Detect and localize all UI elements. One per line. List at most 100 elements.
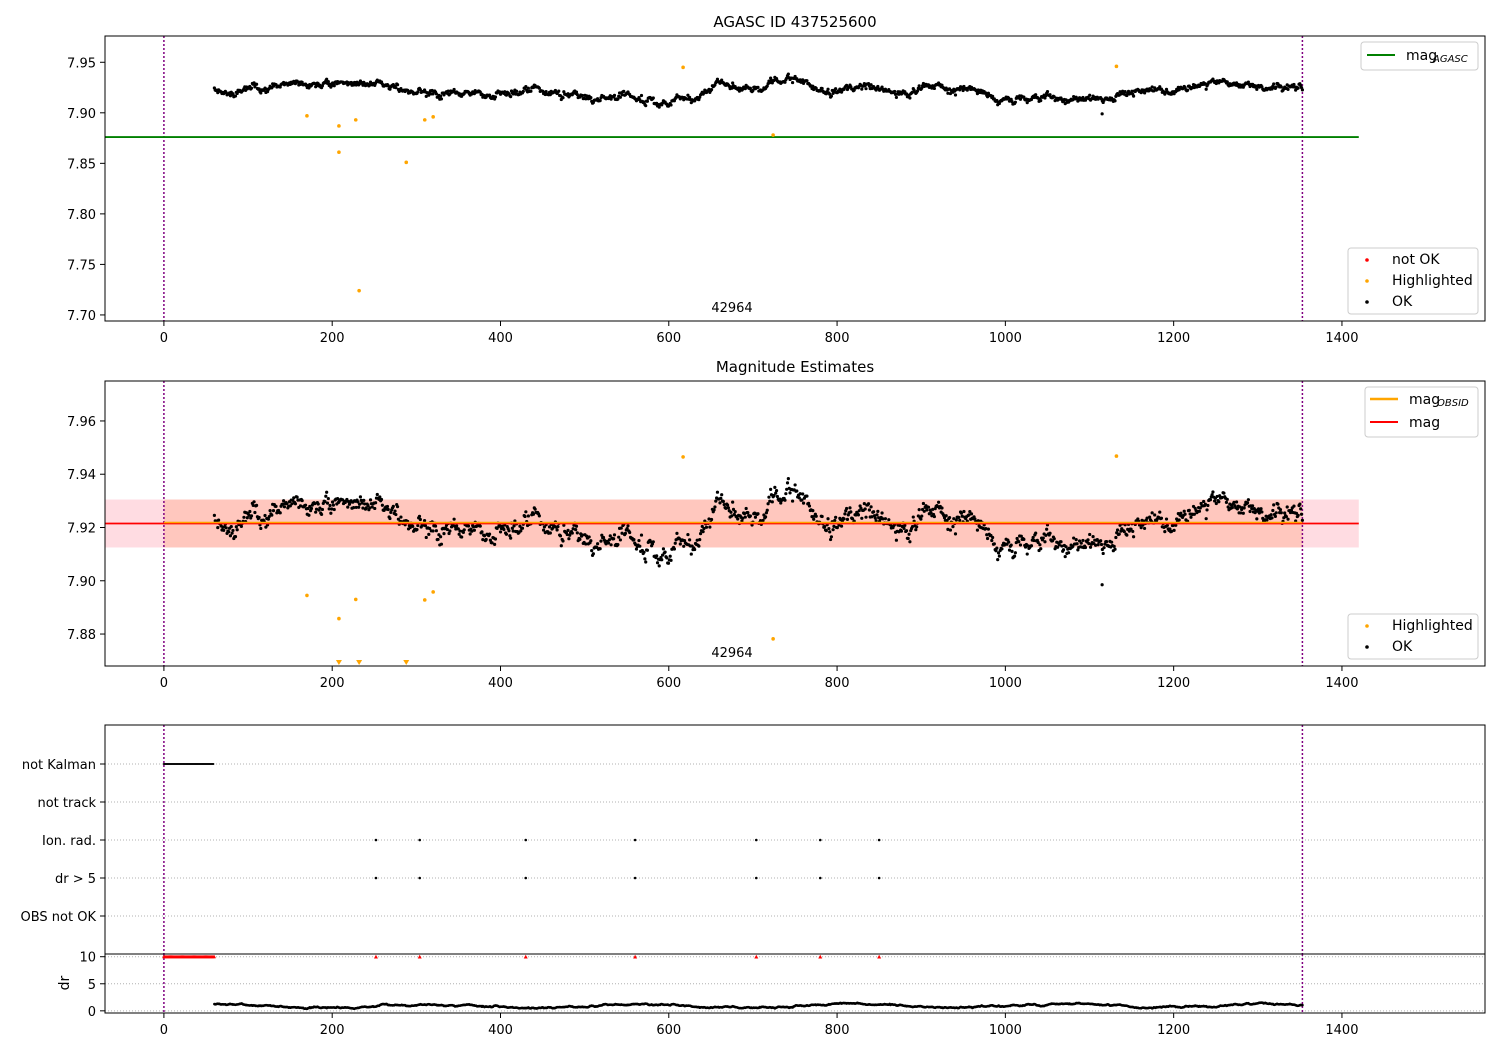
legend-mag-label: mag <box>1409 415 1440 431</box>
ok-point <box>866 502 871 506</box>
ok-point <box>1255 87 1259 91</box>
dr-gt5-point <box>877 876 881 880</box>
dr-gt5-point <box>754 876 758 880</box>
ok-point <box>1013 551 1018 555</box>
highlighted-point <box>431 590 435 594</box>
ok-point <box>1071 544 1075 548</box>
ok-point <box>761 518 765 523</box>
ok-point <box>504 93 509 97</box>
ok-point <box>1131 535 1136 539</box>
ok-point <box>951 525 955 529</box>
ok-point <box>1205 508 1209 512</box>
ok-point <box>843 512 847 516</box>
ok-point <box>807 504 812 508</box>
ok-point <box>1000 547 1004 551</box>
ok-point <box>1077 539 1082 543</box>
ok-point <box>775 494 779 499</box>
ok-point <box>1100 112 1104 116</box>
ok-point <box>231 528 235 533</box>
ok-point <box>1100 583 1104 587</box>
ok-point <box>820 514 824 519</box>
ok-point <box>422 519 427 523</box>
ok-point <box>493 542 497 546</box>
ok-point <box>746 510 750 515</box>
ok-point <box>484 537 488 542</box>
ok-point <box>439 97 444 101</box>
x-tick-label: 1000 <box>989 1023 1022 1038</box>
ok-point <box>452 87 456 92</box>
highlighted-point <box>353 118 358 122</box>
ok-point <box>857 509 861 513</box>
ok-point <box>391 504 395 508</box>
ok-point <box>729 510 733 514</box>
ion-rad-point <box>877 838 881 842</box>
ok-point <box>598 99 602 103</box>
ok-point <box>1013 100 1018 104</box>
ok-point <box>698 538 702 542</box>
ok-point <box>862 502 866 506</box>
ok-point <box>324 494 328 498</box>
ok-point <box>869 505 873 509</box>
ok-point <box>698 532 703 536</box>
ok-point <box>715 77 720 81</box>
ok-point <box>253 510 257 515</box>
ok-point <box>423 523 428 528</box>
ok-point <box>801 501 806 505</box>
ok-point <box>990 538 994 543</box>
ok-point <box>1034 93 1038 97</box>
ok-point <box>639 533 644 537</box>
ok-point <box>1081 538 1085 543</box>
ok-point <box>637 538 641 543</box>
ok-point <box>504 532 509 536</box>
ok-point <box>864 515 868 519</box>
ok-point <box>266 517 271 521</box>
ok-point <box>354 505 358 510</box>
ok-point <box>946 91 950 95</box>
ok-point <box>548 531 552 535</box>
ok-point <box>1300 88 1305 92</box>
ok-point <box>471 525 476 529</box>
x-tick-label: 600 <box>656 1023 681 1038</box>
ok-point <box>1203 502 1207 506</box>
ok-point <box>644 104 648 108</box>
ok-point <box>1269 513 1273 517</box>
dr-panel: 0 200 400 600 800 1000 1200 1400 0 5 10 dr <box>57 951 1486 1038</box>
ok-point <box>622 89 626 93</box>
ok-point <box>292 496 296 500</box>
ok-point <box>904 529 909 533</box>
ok-point <box>394 512 398 517</box>
ok-point <box>1246 498 1250 502</box>
ok-point <box>537 514 541 518</box>
ok-point <box>827 526 831 531</box>
ok-point <box>360 501 364 505</box>
ok-point <box>958 88 962 92</box>
ok-point <box>756 512 760 516</box>
ok-point <box>1102 546 1106 550</box>
ok-point <box>845 517 850 521</box>
ok-point <box>709 517 714 522</box>
ok-point <box>1225 80 1229 84</box>
ok-point <box>917 508 921 512</box>
ok-point <box>1063 554 1067 559</box>
ok-point <box>744 506 748 511</box>
ok-point <box>566 528 570 532</box>
ok-point <box>959 511 963 515</box>
ok-point <box>668 554 672 558</box>
ok-point <box>689 552 693 556</box>
ok-point <box>657 564 661 568</box>
ok-point <box>842 517 846 521</box>
ok-point <box>1296 513 1300 517</box>
ok-point <box>584 542 588 546</box>
ok-point <box>1230 506 1234 510</box>
ok-point <box>1283 511 1287 515</box>
ok-point <box>448 529 452 533</box>
ok-point <box>216 525 220 530</box>
ok-point <box>1220 495 1224 500</box>
ok-point <box>898 523 902 527</box>
ok-point <box>1210 493 1214 497</box>
ok-point <box>254 503 259 507</box>
panel2-title: Magnitude Estimates <box>716 358 874 376</box>
ok-point <box>616 97 620 101</box>
offscale-marker <box>403 660 410 665</box>
ok-point <box>618 95 622 99</box>
